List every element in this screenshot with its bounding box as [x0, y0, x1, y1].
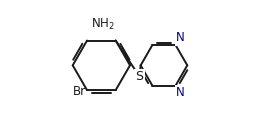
Text: S: S	[136, 70, 144, 83]
Text: N: N	[176, 31, 185, 44]
Text: NH$_2$: NH$_2$	[91, 17, 115, 32]
Text: Br: Br	[73, 85, 86, 98]
Text: N: N	[176, 86, 185, 99]
